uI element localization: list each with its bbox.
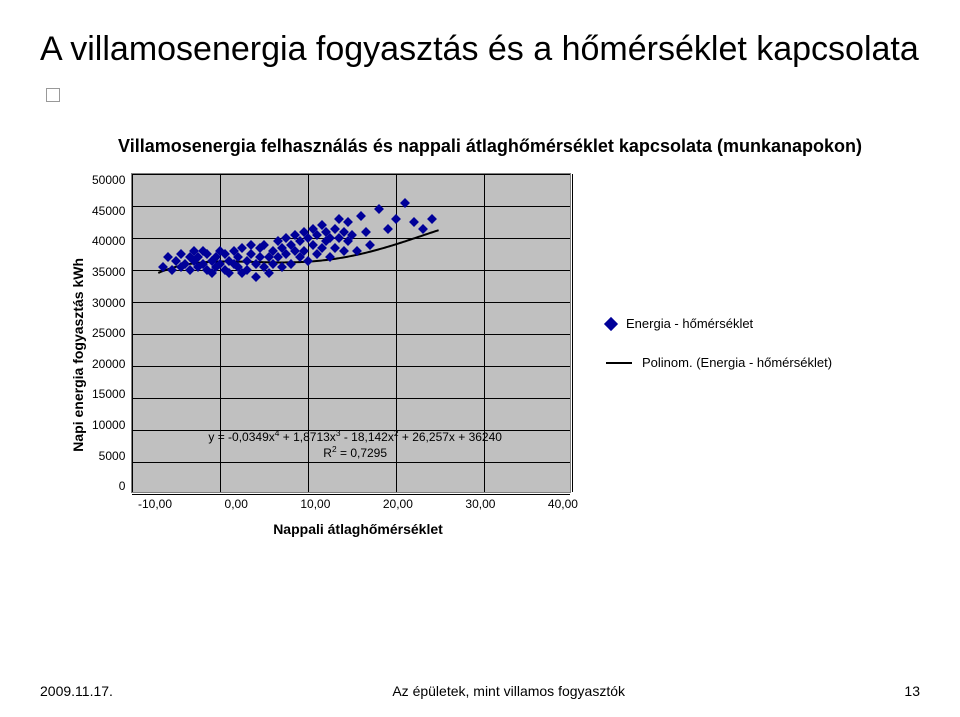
gridline-h [132,494,570,495]
gridline-h [132,174,570,175]
gridline-v [484,174,485,492]
page-title: A villamosenergia fogyasztás és a hőmérs… [40,30,920,108]
gridline-h [132,398,570,399]
y-tick: 30000 [92,296,125,310]
x-tick: 20,00 [383,497,413,511]
data-marker [343,217,353,227]
footer-center: Az épületek, mint villamos fogyasztók [392,683,625,699]
footer-slide-number: 13 [904,683,920,699]
data-marker [391,214,401,224]
gridline-v [572,174,573,492]
line-icon [606,362,632,364]
diamond-marker-icon [604,317,618,331]
y-axis-label: Napi energia fogyasztás kWh [70,258,86,452]
equation-text: y = -0,0349x4 + 1,8713x3 - 18,142x2 + 26… [208,428,502,460]
legend-trend: Polinom. (Energia - hőmérséklet) [606,355,832,370]
data-marker [356,211,366,221]
y-tick: 35000 [92,265,125,279]
y-tick: 5000 [99,449,126,463]
x-tick: 0,00 [225,497,248,511]
legend-series-label: Energia - hőmérséklet [626,316,753,331]
data-marker [409,217,419,227]
y-tick-labels: 5000045000400003500030000250002000015000… [92,173,125,493]
data-marker [251,272,261,282]
legend-trend-label: Polinom. (Energia - hőmérséklet) [642,355,832,370]
gridline-h [132,366,570,367]
title-marker-icon [46,88,60,102]
x-tick: 10,00 [300,497,330,511]
chart-legend: Energia - hőmérséklet Polinom. (Energia … [606,316,832,394]
y-tick: 45000 [92,204,125,218]
gridline-v [132,174,133,492]
y-tick: 40000 [92,234,125,248]
chart-row: Napi energia fogyasztás kWh 500004500040… [70,173,910,537]
gridline-v [308,174,309,492]
gridline-v [220,174,221,492]
y-tick: 50000 [92,173,125,187]
x-axis-label: Nappali átlaghőmérséklet [138,521,578,537]
plot-area: y = -0,0349x4 + 1,8713x3 - 18,142x2 + 26… [131,173,571,493]
gridline-h [132,430,570,431]
data-marker [325,252,335,262]
plot-column: 5000045000400003500030000250002000015000… [92,173,578,537]
data-marker [352,246,362,256]
y-tick: 15000 [92,387,125,401]
y-tick: 20000 [92,357,125,371]
title-text: A villamosenergia fogyasztás és a hőmérs… [40,30,919,68]
y-tick: 25000 [92,326,125,340]
data-marker [286,259,296,269]
data-marker [365,240,375,250]
x-tick-labels: -10,00 0,00 10,00 20,00 30,00 40,00 [138,497,578,511]
data-marker [303,256,313,266]
y-tick: 0 [119,479,126,493]
gridline-h [132,462,570,463]
slide-footer: 2009.11.17. Az épületek, mint villamos f… [40,683,920,699]
data-marker [427,214,437,224]
chart-container: Villamosenergia felhasználás és nappali … [70,136,910,537]
footer-date: 2009.11.17. [40,683,113,699]
data-marker [418,224,428,234]
gridline-h [132,334,570,335]
data-marker [361,227,371,237]
legend-series: Energia - hőmérséklet [606,316,832,331]
gridline-h [132,302,570,303]
x-tick: 30,00 [465,497,495,511]
plot-and-ticks: 5000045000400003500030000250002000015000… [92,173,578,493]
gridline-h [132,206,570,207]
slide: A villamosenergia fogyasztás és a hőmérs… [0,0,960,717]
x-tick: -10,00 [138,497,172,511]
data-marker [330,243,340,253]
chart-title: Villamosenergia felhasználás és nappali … [70,136,910,157]
data-marker [383,224,393,234]
y-tick: 10000 [92,418,125,432]
x-tick: 40,00 [548,497,578,511]
